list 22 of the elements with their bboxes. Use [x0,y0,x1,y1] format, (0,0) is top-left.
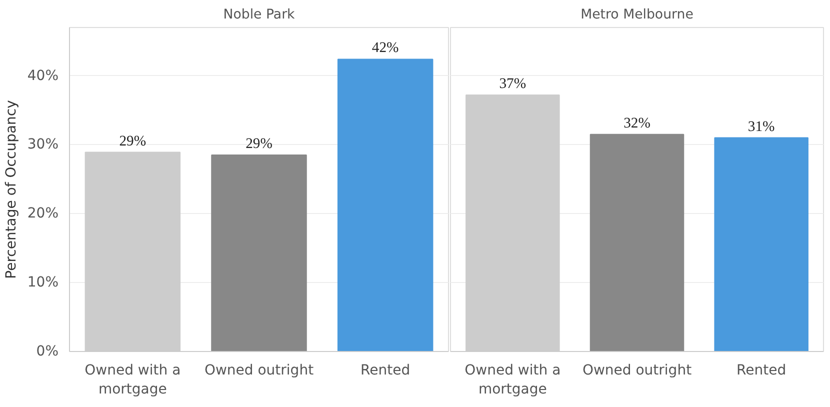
chart-title: Noble Park [223,8,296,22]
y-tick-label: 0% [36,344,59,360]
data-label: 37% [499,76,526,92]
data-label: 32% [624,115,650,132]
y-axis-title: Percentage of Occupancy [3,100,20,279]
y-tick-label: 10% [27,274,59,291]
bar [211,154,307,352]
x-tick-label: Owned outright [204,362,314,378]
x-tick-label: Owned outright [582,362,692,378]
y-tick-label: 30% [27,136,59,153]
x-tick-label: Rented [360,362,410,378]
bar [337,58,434,352]
data-label: 42% [372,40,399,56]
data-label: 31% [748,118,775,135]
x-tick-label: Rented [736,362,786,378]
chart-title: Metro Melbourne [580,8,694,22]
y-tick-label: 40% [27,68,59,84]
x-tick-label: Owned with a mortgage [84,362,181,398]
y-tick-label: 20% [27,206,59,222]
x-tick-label: Owned with a mortgage [464,362,561,398]
data-label: 29% [246,136,272,152]
data-label: 29% [119,133,146,150]
